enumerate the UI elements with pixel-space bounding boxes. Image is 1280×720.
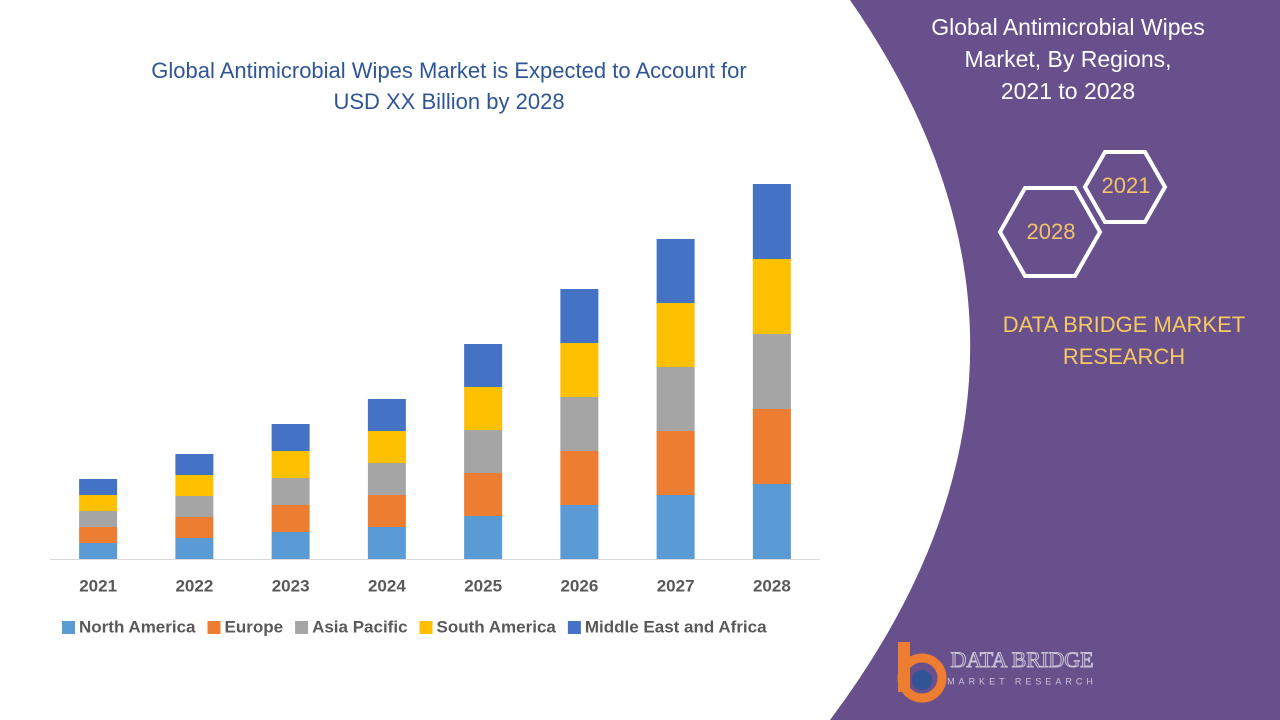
badge-year: 2021 <box>1102 173 1151 198</box>
brand-text: DATA BRIDGE MARKET <box>1003 312 1245 337</box>
bar-segment <box>79 479 118 495</box>
logo-name: DATA BRIDGE <box>950 647 1093 672</box>
legend-label: South America <box>437 617 557 636</box>
bar-segment <box>271 532 310 559</box>
bar-segment <box>79 495 118 511</box>
legend-swatch <box>295 621 309 634</box>
bar-segment <box>464 516 503 559</box>
bar-segment <box>367 463 406 495</box>
x-tick-label: 2023 <box>272 576 310 595</box>
bar-segment <box>271 478 310 505</box>
bar-segment <box>271 451 310 478</box>
bar-segment <box>175 454 214 475</box>
bar-segment <box>367 527 406 559</box>
x-tick-label: 2026 <box>560 576 598 595</box>
bar-segment <box>464 473 503 516</box>
panel-title: 2021 to 2028 <box>1001 78 1135 104</box>
bar-segment <box>560 451 599 505</box>
legend-label: Asia Pacific <box>312 617 407 636</box>
bar-segment <box>464 387 503 430</box>
bar-segment <box>752 184 791 259</box>
panel-title: Market, By Regions, <box>964 46 1171 72</box>
bar-segment <box>656 495 695 559</box>
panel-title: Global Antimicrobial Wipes <box>931 14 1205 40</box>
side-panel <box>830 0 1280 720</box>
bar-segment <box>656 239 695 303</box>
legend-label: Middle East and Africa <box>585 617 767 636</box>
bar-segment <box>656 367 695 431</box>
bar-segment <box>752 484 791 559</box>
hexagon <box>997 186 1103 278</box>
legend-swatch <box>207 621 221 634</box>
logo-tagline: MARKET RESEARCH <box>947 676 1097 686</box>
bar-segment <box>367 399 406 431</box>
x-tick-label: 2024 <box>368 576 406 595</box>
bar-segment <box>79 511 118 527</box>
legend-swatch <box>567 621 581 634</box>
bar-segment <box>175 496 214 517</box>
bar-segment <box>271 424 310 451</box>
logo: DATA BRIDGE MARKET RESEARCH <box>897 642 1097 703</box>
bar-segment <box>367 495 406 527</box>
hexagon <box>1082 150 1168 224</box>
legend-label: North America <box>79 617 196 636</box>
x-tick-label: 2027 <box>657 576 695 595</box>
bar-segment <box>752 259 791 334</box>
bar-segment <box>464 344 503 387</box>
bar-segment <box>79 543 118 559</box>
bar-segment <box>560 289 599 343</box>
chart-title: USD XX Billion by 2028 <box>333 89 564 114</box>
x-tick-label: 2028 <box>753 576 791 595</box>
bar-segment <box>560 397 599 451</box>
bar-segment <box>271 505 310 532</box>
bar-segment <box>656 303 695 367</box>
brand-text: RESEARCH <box>1063 344 1185 369</box>
bar-segment <box>175 517 214 538</box>
legend-label: Europe <box>225 617 284 636</box>
bar-segment <box>464 430 503 473</box>
bar-segment <box>752 409 791 484</box>
bar-segment <box>656 431 695 495</box>
x-tick-label: 2022 <box>175 576 213 595</box>
bar-segment <box>175 538 214 559</box>
chart-title: Global Antimicrobial Wipes Market is Exp… <box>151 58 746 83</box>
legend-swatch <box>419 621 433 634</box>
bar-segment <box>560 343 599 397</box>
bar-segment <box>560 505 599 559</box>
legend-swatch <box>62 621 75 634</box>
badge-year: 2028 <box>1027 219 1076 244</box>
bar-segment <box>367 431 406 463</box>
bar-segment <box>175 475 214 496</box>
x-tick-label: 2021 <box>79 576 117 595</box>
bar-segment <box>79 527 118 543</box>
logo-shape <box>912 670 932 690</box>
x-tick-label: 2025 <box>464 576 502 595</box>
bar-segment <box>752 334 791 409</box>
logo-shape <box>897 653 947 703</box>
